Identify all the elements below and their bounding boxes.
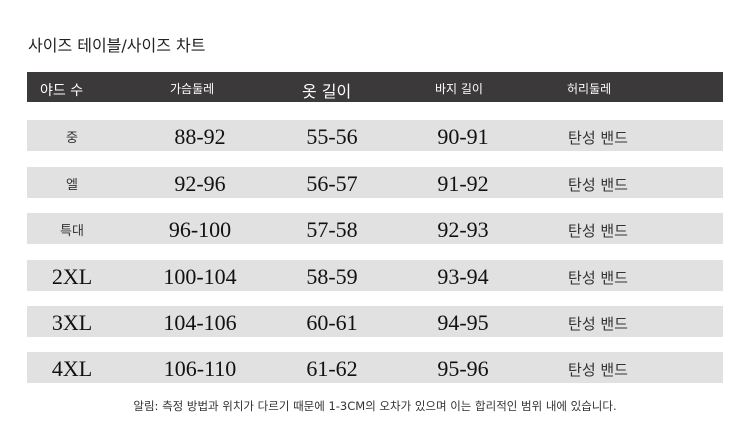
- column-header-size: 야드 수: [40, 83, 84, 99]
- table-cell: 56-57: [306, 171, 358, 196]
- table-cell: 93-94: [437, 264, 489, 289]
- table-cell: 96-100: [168, 217, 232, 242]
- table-cell: 104-106: [163, 310, 237, 335]
- table-cell: 탄성 밴드: [568, 222, 628, 240]
- table-cell: 탄성 밴드: [568, 361, 628, 379]
- table-row: 엘 92-96 56-57 91-92 탄성 밴드: [27, 167, 723, 198]
- table-cell: 106-110: [163, 356, 237, 381]
- column-header-pants-length: 바지 길이: [435, 82, 483, 96]
- table-cell: 61-62: [306, 356, 358, 381]
- table-cell: 88-92: [174, 124, 226, 149]
- table-cell: 2XL: [51, 264, 93, 289]
- table-row: 2XL 100-104 58-59 93-94 탄성 밴드: [27, 260, 723, 291]
- table-cell: 3XL: [51, 310, 93, 335]
- table-row: 특대 96-100 57-58 92-93 탄성 밴드: [27, 213, 723, 244]
- measurement-note: 알림: 측정 방법과 위치가 다르기 때문에 1-3CM의 오차가 있으며 이는…: [133, 399, 617, 413]
- column-header-chest: 가슴둘레: [170, 82, 215, 96]
- table-row: 3XL 104-106 60-61 94-95 탄성 밴드: [27, 306, 723, 337]
- table-cell: 60-61: [306, 310, 358, 335]
- column-header-length: 옷 길이: [302, 82, 352, 101]
- table-cell: 4XL: [51, 356, 93, 381]
- table-cell: 57-58: [306, 217, 358, 242]
- table-cell: 90-91: [437, 124, 489, 149]
- table-cell: 100-104: [163, 264, 237, 289]
- table-cell: 58-59: [306, 264, 358, 289]
- table-cell: 92-93: [437, 217, 489, 242]
- table-row: 4XL 106-110 61-62 95-96 탄성 밴드: [27, 352, 723, 383]
- table-cell: 특대: [60, 224, 84, 239]
- table-cell: 탄성 밴드: [568, 176, 628, 194]
- table-cell: 95-96: [437, 356, 489, 381]
- table-cell: 92-96: [174, 171, 226, 196]
- table-header: 야드 수 가슴둘레 옷 길이 바지 길이 허리둘레: [27, 72, 723, 102]
- page-title: 사이즈 테이블/사이즈 차트: [28, 36, 206, 55]
- table-cell: 탄성 밴드: [568, 315, 628, 333]
- table-cell: 탄성 밴드: [568, 269, 628, 287]
- column-header-waist: 허리둘레: [567, 82, 612, 96]
- table-row: 중 88-92 55-56 90-91 탄성 밴드: [27, 120, 723, 151]
- table-cell: 55-56: [306, 124, 358, 149]
- table-cell: 91-92: [437, 171, 489, 196]
- table-cell: 중: [66, 131, 78, 146]
- table-cell: 94-95: [437, 310, 489, 335]
- table-cell: 탄성 밴드: [568, 129, 628, 147]
- table-cell: 엘: [66, 178, 78, 193]
